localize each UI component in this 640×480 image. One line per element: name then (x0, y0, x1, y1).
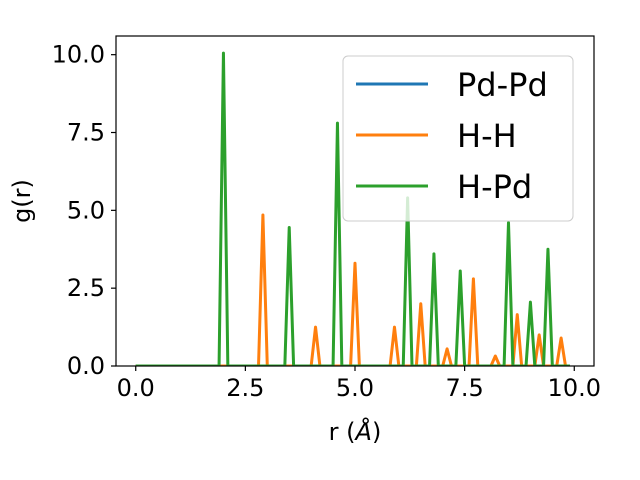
x-axis-label-unit: Å (354, 417, 372, 446)
series-line-h-h (135, 213, 570, 366)
x-tick-label: 7.5 (446, 374, 484, 402)
x-axis-label-suffix: ) (372, 418, 381, 446)
x-axis-label-prefix: r ( (329, 418, 356, 446)
series-layer (135, 51, 570, 366)
x-axis-label: r (Å) (329, 417, 382, 446)
legend: Pd-Pd H-H H-Pd (342, 55, 574, 222)
legend-label-h-h: H-H (457, 117, 517, 155)
legend-label-pd-pd: Pd-Pd (457, 66, 548, 104)
y-tick-label: 2.5 (67, 274, 105, 302)
ticks-layer: 0.0 2.5 5.0 7.5 10.0 0.0 2.5 5.0 7.5 10.0 (52, 41, 601, 402)
x-tick-label: 10.0 (548, 374, 601, 402)
x-tick-label: 5.0 (336, 374, 374, 402)
y-tick-label: 0.0 (67, 352, 105, 380)
x-tick-label: 0.0 (117, 374, 155, 402)
y-tick-label: 5.0 (67, 196, 105, 224)
y-axis-label: g(r) (8, 179, 36, 223)
legend-label-h-pd: H-Pd (457, 168, 532, 206)
y-tick-label: 7.5 (67, 119, 105, 147)
y-tick-label: 10.0 (52, 41, 105, 69)
x-tick-label: 2.5 (226, 374, 264, 402)
legend-box (342, 55, 574, 222)
series-line-h-pd (135, 51, 570, 366)
